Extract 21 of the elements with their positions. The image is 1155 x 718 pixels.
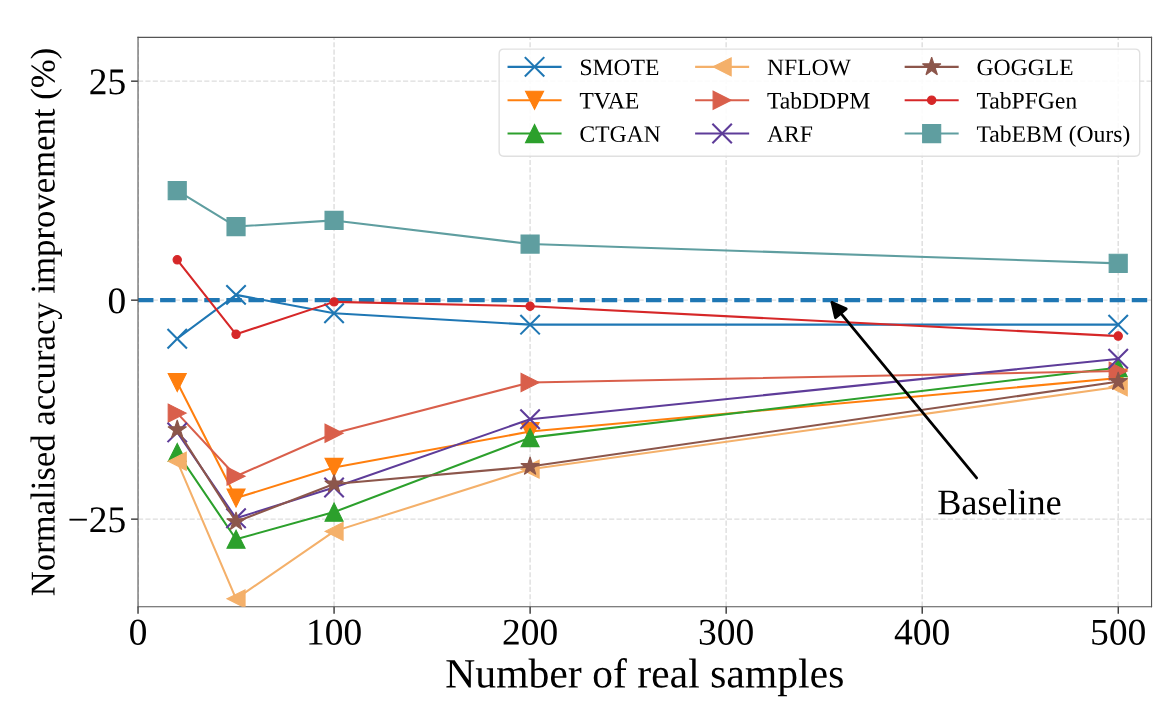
legend-label: SMOTE	[581, 59, 659, 76]
x-tick-label: 200	[503, 619, 557, 645]
x-tick-label: 100	[309, 619, 361, 645]
x-tick-label: 400	[894, 619, 949, 645]
legend-label: ARF	[767, 126, 813, 142]
legend-label: NFLOW	[767, 59, 851, 76]
x-tick-label: 0	[130, 619, 146, 645]
legend-label: TabEBM (Ours)	[976, 125, 1130, 147]
legend-label: CTGAN	[580, 126, 661, 143]
y-axis-title: Normalised accuracy improvement (%)	[30, 49, 63, 596]
y-tick-label: 0	[108, 288, 125, 314]
legend-label: TVAE	[579, 92, 639, 109]
y-tick-label: 25	[90, 69, 125, 95]
x-tick-label: 300	[699, 619, 753, 645]
annotation: Baseline	[938, 489, 1061, 515]
legend-label: TabPFGen	[976, 92, 1077, 109]
y-tick-label: −25	[69, 507, 125, 533]
legend-label: TabDDPM	[767, 92, 870, 109]
x-tick-label: 500	[1092, 619, 1145, 645]
legend-label: GOGGLE	[977, 59, 1073, 76]
x-axis-title: Number of real samples	[446, 658, 843, 697]
